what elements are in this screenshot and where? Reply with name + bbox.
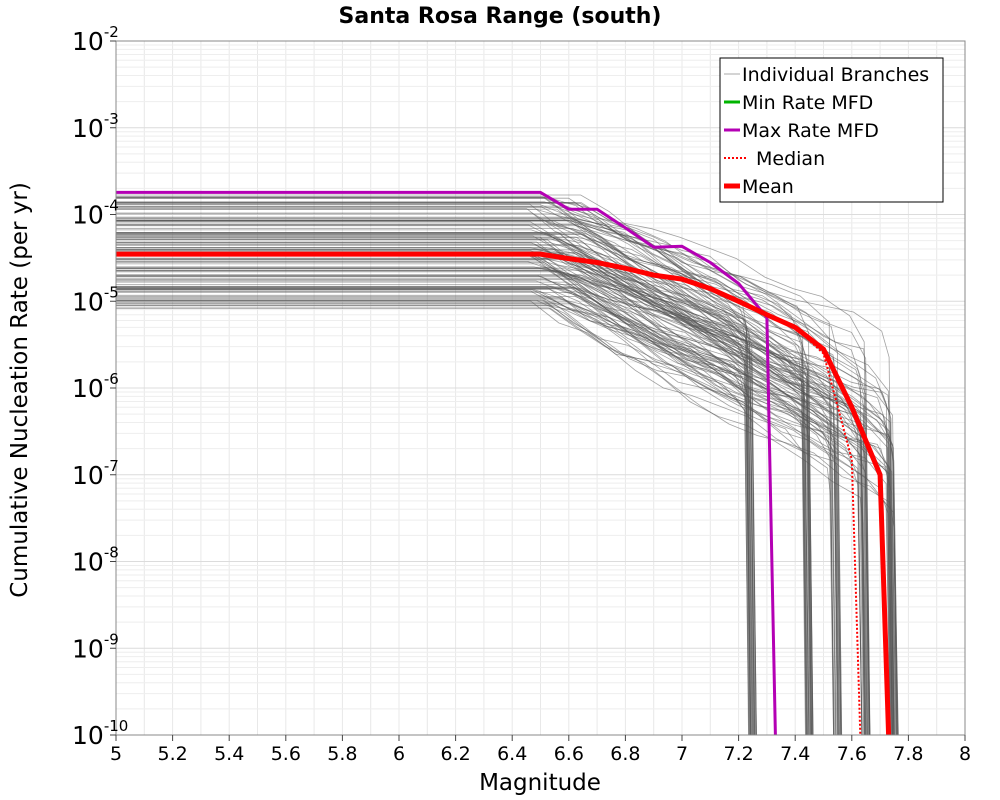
branch-line <box>116 247 814 736</box>
x-tick-label: 8 <box>959 743 971 765</box>
branch-line <box>116 236 814 736</box>
branch-line <box>116 287 751 736</box>
x-tick-label: 7.4 <box>780 743 810 765</box>
branch-line <box>116 238 866 736</box>
y-tick-label: 10-10 <box>72 717 128 750</box>
legend-label: Min Rate MFD <box>742 92 873 114</box>
branch-line <box>116 194 871 736</box>
branch-line <box>116 290 899 736</box>
branch-line <box>116 197 871 736</box>
x-tick-label: 7.6 <box>837 743 867 765</box>
legend: Individual Branches Min Rate MFD Max Rate … <box>719 57 944 203</box>
x-axis-ticks: 5 5.2 5.4 5.6 5.8 6 6.2 6.4 6.6 6.8 7 7.2 7.4 7.6 7.8 8 <box>110 735 971 765</box>
x-axis-label: Magnitude <box>479 770 601 796</box>
branch-line <box>116 244 899 736</box>
individual-branches <box>116 194 899 736</box>
branch-line <box>116 220 842 736</box>
branch-line <box>116 299 842 736</box>
branch-line <box>116 267 752 736</box>
branch-line <box>116 303 756 736</box>
x-tick-label: 6 <box>393 743 405 765</box>
branch-line <box>116 204 895 736</box>
x-tick-label: 5.8 <box>327 743 357 765</box>
branch-line <box>116 307 868 736</box>
branch-line <box>116 232 838 736</box>
x-tick-label: 5.6 <box>271 743 301 765</box>
branch-line <box>116 299 757 736</box>
x-tick-label: 6.4 <box>497 743 527 765</box>
branch-line <box>116 208 807 736</box>
branch-line <box>116 197 871 736</box>
branch-line <box>116 274 870 736</box>
y-axis-ticks: 10-10 10-9 10-8 10-7 10-6 10-5 10-4 10-3 10-2 <box>72 23 128 750</box>
x-tick-label: 6.6 <box>554 743 584 765</box>
branch-line <box>116 307 899 736</box>
x-tick-label: 7.8 <box>893 743 923 765</box>
branch-line <box>116 213 814 736</box>
branch-line <box>116 296 863 736</box>
series-lines <box>116 190 892 736</box>
series-line-mean <box>116 251 892 736</box>
legend-box <box>719 57 944 203</box>
branch-line <box>116 258 871 736</box>
legend-label: Max Rate MFD <box>742 120 879 142</box>
legend-label: Median <box>756 148 825 170</box>
branch-line <box>116 209 891 736</box>
x-tick-label: 7.2 <box>723 743 753 765</box>
branch-line <box>116 249 896 736</box>
branch-line <box>116 287 867 736</box>
branch-line <box>116 196 813 736</box>
x-tick-label: 6.2 <box>440 743 470 765</box>
x-tick-label: 5.2 <box>157 743 187 765</box>
chart-title: Santa Rosa Range (south) <box>339 4 662 29</box>
branch-line <box>116 304 891 736</box>
branch-line <box>116 202 808 736</box>
x-tick-label: 5 <box>110 743 122 765</box>
branch-line <box>116 290 842 736</box>
y-tick-label: 10-8 <box>72 544 119 577</box>
branch-line <box>116 302 891 736</box>
x-tick-label: 6.8 <box>610 743 640 765</box>
x-tick-label: 7 <box>676 743 688 765</box>
y-tick-label: 10-6 <box>72 370 119 403</box>
y-tick-label: 10-3 <box>72 110 119 143</box>
branch-line <box>116 301 893 736</box>
branch-line <box>116 205 869 736</box>
branch-line <box>116 238 898 736</box>
legend-label: Mean <box>742 176 794 198</box>
branch-line <box>116 281 863 736</box>
y-tick-label: 10-2 <box>72 23 119 56</box>
branch-line <box>116 224 752 736</box>
y-tick-label: 10-7 <box>72 457 119 490</box>
branch-line <box>116 237 810 736</box>
x-tick-label: 5.4 <box>214 743 244 765</box>
y-tick-label: 10-9 <box>72 630 119 663</box>
y-axis-label: Cumulative Nucleation Rate (per yr) <box>7 182 33 598</box>
series-line-max-rate <box>116 190 777 736</box>
legend-label: Individual Branches <box>742 64 929 86</box>
branch-line <box>116 288 754 736</box>
y-tick-label: 10-4 <box>72 197 119 230</box>
branch-line <box>116 253 891 736</box>
branch-line <box>116 298 840 736</box>
branch-line <box>116 228 807 736</box>
branch-line <box>116 201 869 736</box>
y-tick-label: 10-5 <box>72 283 119 316</box>
